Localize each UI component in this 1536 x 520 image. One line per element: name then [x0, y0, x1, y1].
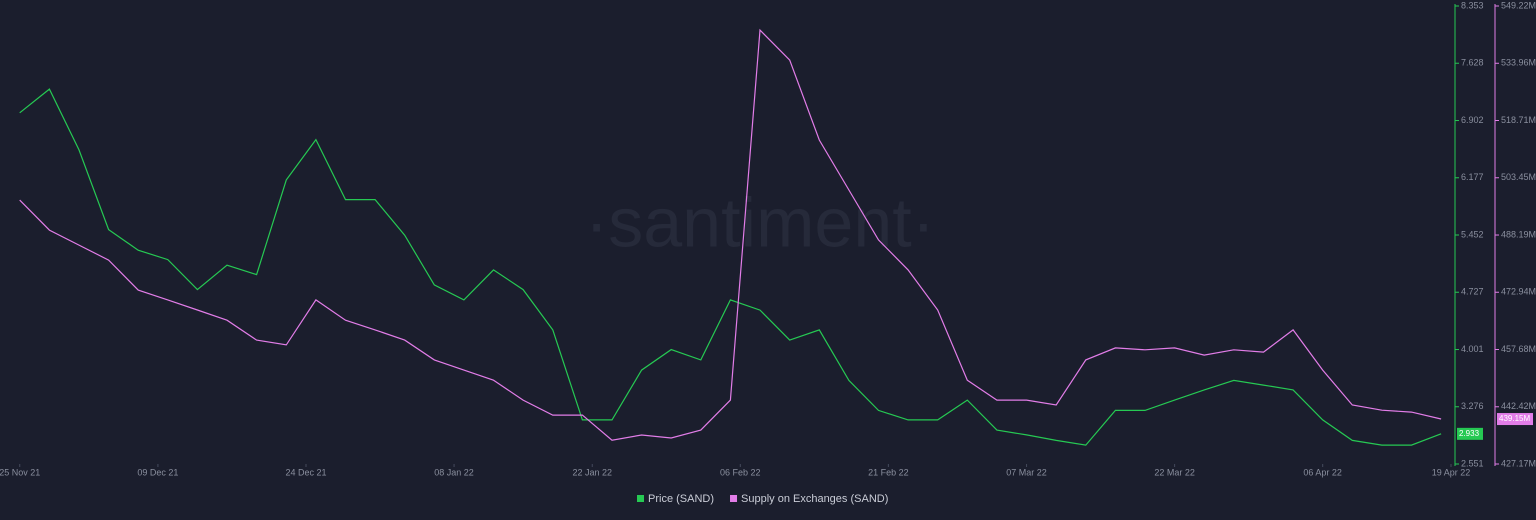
y-tick-label: 6.902	[1461, 115, 1484, 125]
x-tick-label: 06 Apr 22	[1303, 467, 1342, 477]
current-value-badge	[1457, 427, 1483, 440]
y-tick-label: 7.628	[1461, 58, 1484, 68]
y-tick-label: 4.727	[1461, 287, 1484, 297]
y2-tick-label: 518.71M	[1501, 115, 1536, 125]
y-tick-label: 5.452	[1461, 229, 1484, 239]
current-value-label: 2.933	[1459, 429, 1480, 438]
x-tick-label: 07 Mar 22	[1006, 467, 1047, 477]
y2-tick-label: 472.94M	[1501, 287, 1536, 297]
y2-tick-label: 549.22M	[1501, 0, 1536, 10]
y-tick-label: 8.353	[1461, 0, 1484, 10]
x-tick-label: 22 Jan 22	[572, 467, 612, 477]
current-value-label: 439.15M	[1499, 414, 1530, 423]
x-tick-label: 08 Jan 22	[434, 467, 474, 477]
series-line	[19, 88, 1442, 446]
legend-swatch	[730, 495, 738, 502]
x-tick-label: 21 Feb 22	[868, 467, 909, 477]
y2-tick-label: 457.68M	[1501, 344, 1536, 354]
x-tick-label: 06 Feb 22	[720, 467, 761, 477]
series-line	[19, 28, 1442, 441]
legend: Price (SAND) Supply on Exchanges (SAND)	[637, 493, 888, 505]
y2-tick-label: 503.45M	[1501, 172, 1536, 182]
current-value-badge	[1497, 413, 1533, 426]
legend-label: Supply on Exchanges (SAND)	[741, 493, 888, 505]
y2-tick-label: 442.42M	[1501, 401, 1536, 411]
x-tick-label: 24 Dec 21	[285, 467, 326, 477]
y2-tick-label: 488.19M	[1501, 229, 1536, 239]
watermark: ·santiment·	[585, 183, 935, 261]
y2-tick-label: 533.96M	[1501, 58, 1536, 68]
y-tick-label: 3.276	[1461, 401, 1484, 411]
y-tick-label: 6.177	[1461, 172, 1484, 182]
legend-swatch	[637, 495, 644, 502]
y2-tick-label: 427.17M	[1501, 458, 1536, 468]
x-tick-label: 19 Apr 22	[1432, 467, 1471, 477]
x-tick-label: 22 Mar 22	[1154, 467, 1195, 477]
legend-label: Price (SAND)	[648, 493, 714, 505]
y-tick-label: 4.001	[1461, 344, 1484, 354]
y-tick-label: 2.551	[1461, 458, 1484, 468]
x-tick-label: 09 Dec 21	[137, 467, 178, 477]
x-tick-label: 25 Nov 21	[0, 467, 40, 477]
